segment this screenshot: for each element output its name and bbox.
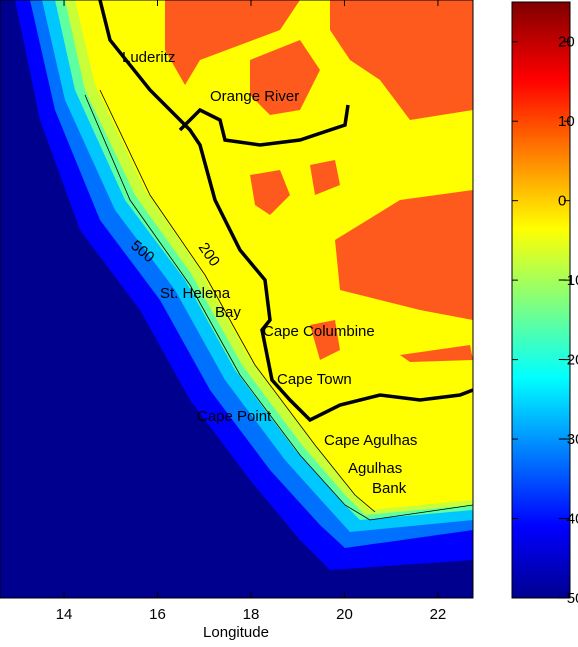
x-tick-label: 16 bbox=[149, 606, 166, 623]
place-label: Cape Town bbox=[277, 371, 352, 388]
colorbar-tick-label: −20 bbox=[558, 352, 578, 369]
coastline bbox=[98, 0, 473, 423]
place-label: Bay bbox=[215, 304, 241, 321]
colorbar-tick-label: −40 bbox=[558, 511, 578, 528]
patch bbox=[250, 40, 320, 115]
plot-frame bbox=[0, 0, 474, 599]
place-label: Luderitz bbox=[122, 49, 175, 66]
depth-band bbox=[75, 0, 473, 510]
place-label: Cape Agulhas bbox=[324, 432, 417, 449]
colorbar-tick-label: 20 bbox=[558, 34, 575, 51]
colorbar-tick-label: −50 bbox=[558, 590, 578, 607]
colorbar-tick-label: −30 bbox=[558, 431, 578, 448]
place-label: Orange River bbox=[210, 88, 299, 105]
place-label: Cape Columbine bbox=[263, 323, 375, 340]
contour-line bbox=[99, 89, 376, 513]
x-axis-label: Longitude bbox=[203, 624, 269, 641]
patch bbox=[250, 170, 290, 215]
place-label: Agulhas bbox=[348, 460, 402, 477]
border bbox=[178, 104, 350, 147]
place-label: Cape Point bbox=[197, 408, 272, 425]
colorbar bbox=[511, 1, 571, 599]
patch bbox=[310, 320, 340, 360]
x-tick-label: 18 bbox=[243, 606, 260, 623]
x-tick-label: 22 bbox=[430, 606, 447, 623]
patch bbox=[400, 345, 473, 362]
colorbar-tick-label: −10 bbox=[558, 272, 578, 289]
colorbar-tick-label: 10 bbox=[558, 113, 575, 130]
x-tick-label: 20 bbox=[336, 606, 353, 623]
patch bbox=[335, 190, 473, 320]
colorbar-tick-label: 0 bbox=[558, 193, 566, 210]
place-label: Bank bbox=[372, 480, 407, 497]
patch bbox=[330, 0, 473, 120]
patch bbox=[165, 0, 300, 85]
x-tick-label: 14 bbox=[56, 606, 73, 623]
map bbox=[0, 0, 473, 598]
land-patches bbox=[165, 0, 473, 362]
contour-line bbox=[84, 94, 473, 521]
patch bbox=[310, 160, 340, 195]
place-label: St. Helena bbox=[160, 285, 231, 302]
